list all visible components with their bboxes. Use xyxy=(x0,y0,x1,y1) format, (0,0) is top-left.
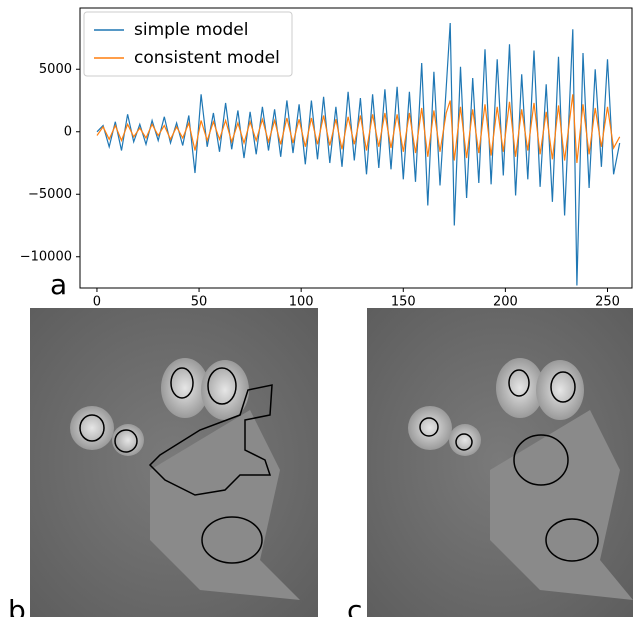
x-tick-label: 0 xyxy=(93,295,101,310)
panel-label: a xyxy=(50,268,67,301)
legend-box xyxy=(83,11,293,77)
y-tick-label: 0 xyxy=(64,124,72,139)
x-tick-label: 200 xyxy=(493,295,518,310)
y-tick-label: 5000 xyxy=(39,62,72,77)
plot-frame xyxy=(79,7,633,289)
image-b xyxy=(30,308,318,617)
legend-label: simple model xyxy=(134,20,248,40)
x-tick-label: 250 xyxy=(595,295,620,310)
x-tick-label: 50 xyxy=(191,295,208,310)
x-tick-label: 100 xyxy=(289,295,314,310)
y-tick-label: −10000 xyxy=(20,249,72,264)
y-tick-label: −5000 xyxy=(28,187,72,202)
x-tick-label: 150 xyxy=(391,295,416,310)
panel-label: c xyxy=(347,594,362,617)
legend-label: consistent model xyxy=(134,48,280,68)
panel-label: b xyxy=(8,594,26,617)
line xyxy=(96,22,621,286)
line xyxy=(96,94,621,164)
image-c xyxy=(367,308,633,617)
